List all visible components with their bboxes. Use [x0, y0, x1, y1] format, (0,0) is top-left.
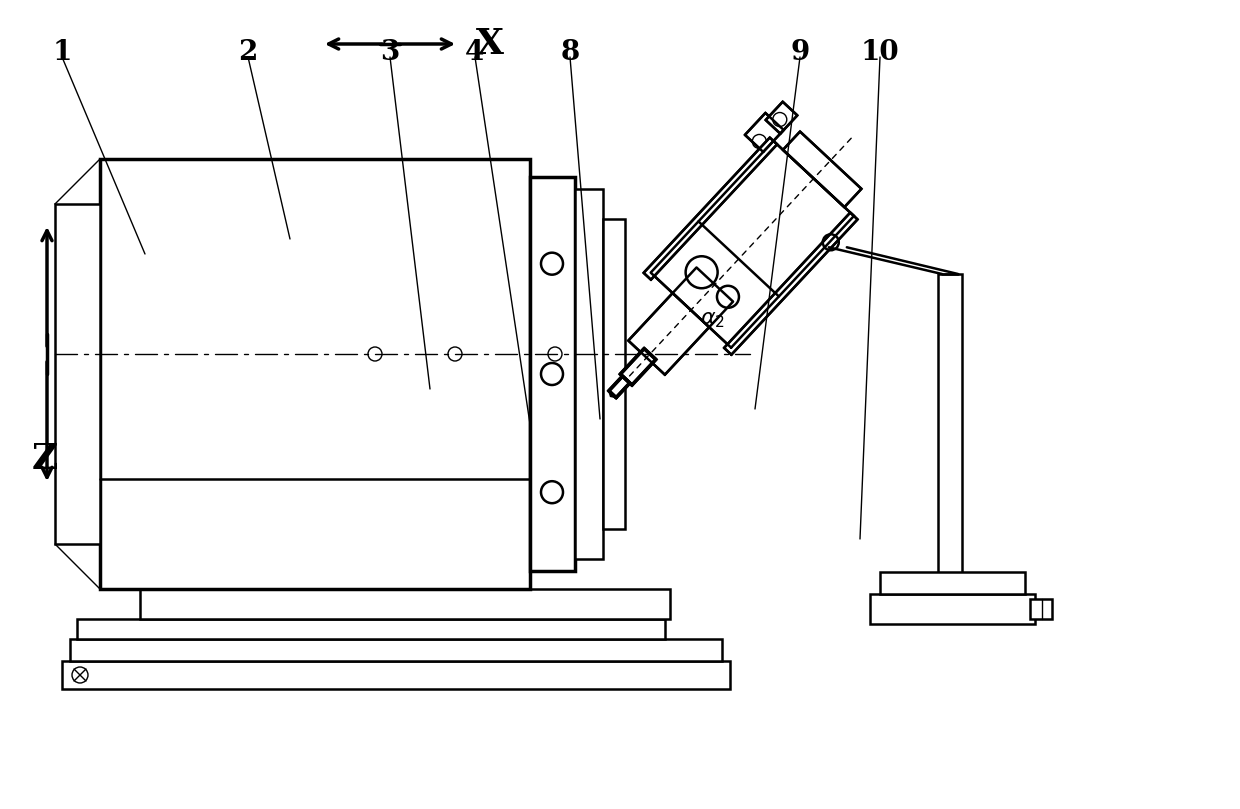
Text: 9: 9 [790, 39, 810, 66]
Bar [140, 589, 670, 619]
Text: 8: 8 [560, 39, 579, 66]
Bar [77, 619, 665, 639]
Polygon shape [620, 349, 656, 385]
Bar [62, 661, 730, 689]
Bar [575, 189, 603, 559]
Polygon shape [609, 391, 616, 398]
Bar [55, 204, 100, 544]
Text: 3: 3 [381, 39, 399, 66]
Text: 4: 4 [465, 39, 485, 66]
Bar [1030, 599, 1052, 619]
Polygon shape [609, 376, 630, 398]
Text: 2: 2 [238, 39, 258, 66]
Bar [937, 274, 962, 594]
Bar [870, 594, 1035, 624]
Polygon shape [651, 141, 854, 348]
Bar [69, 639, 722, 661]
Polygon shape [782, 132, 862, 207]
Polygon shape [765, 102, 797, 133]
Bar [529, 177, 575, 571]
Bar [100, 159, 529, 589]
Text: 10: 10 [861, 39, 899, 66]
Text: 1: 1 [52, 39, 72, 66]
Bar [603, 219, 625, 529]
Text: X: X [476, 27, 503, 61]
Polygon shape [644, 138, 777, 280]
Polygon shape [745, 113, 784, 152]
Text: $\alpha_2$: $\alpha_2$ [701, 308, 725, 330]
Text: Z: Z [32, 442, 58, 476]
Bar [880, 572, 1025, 594]
Polygon shape [724, 213, 858, 354]
Polygon shape [629, 268, 733, 375]
